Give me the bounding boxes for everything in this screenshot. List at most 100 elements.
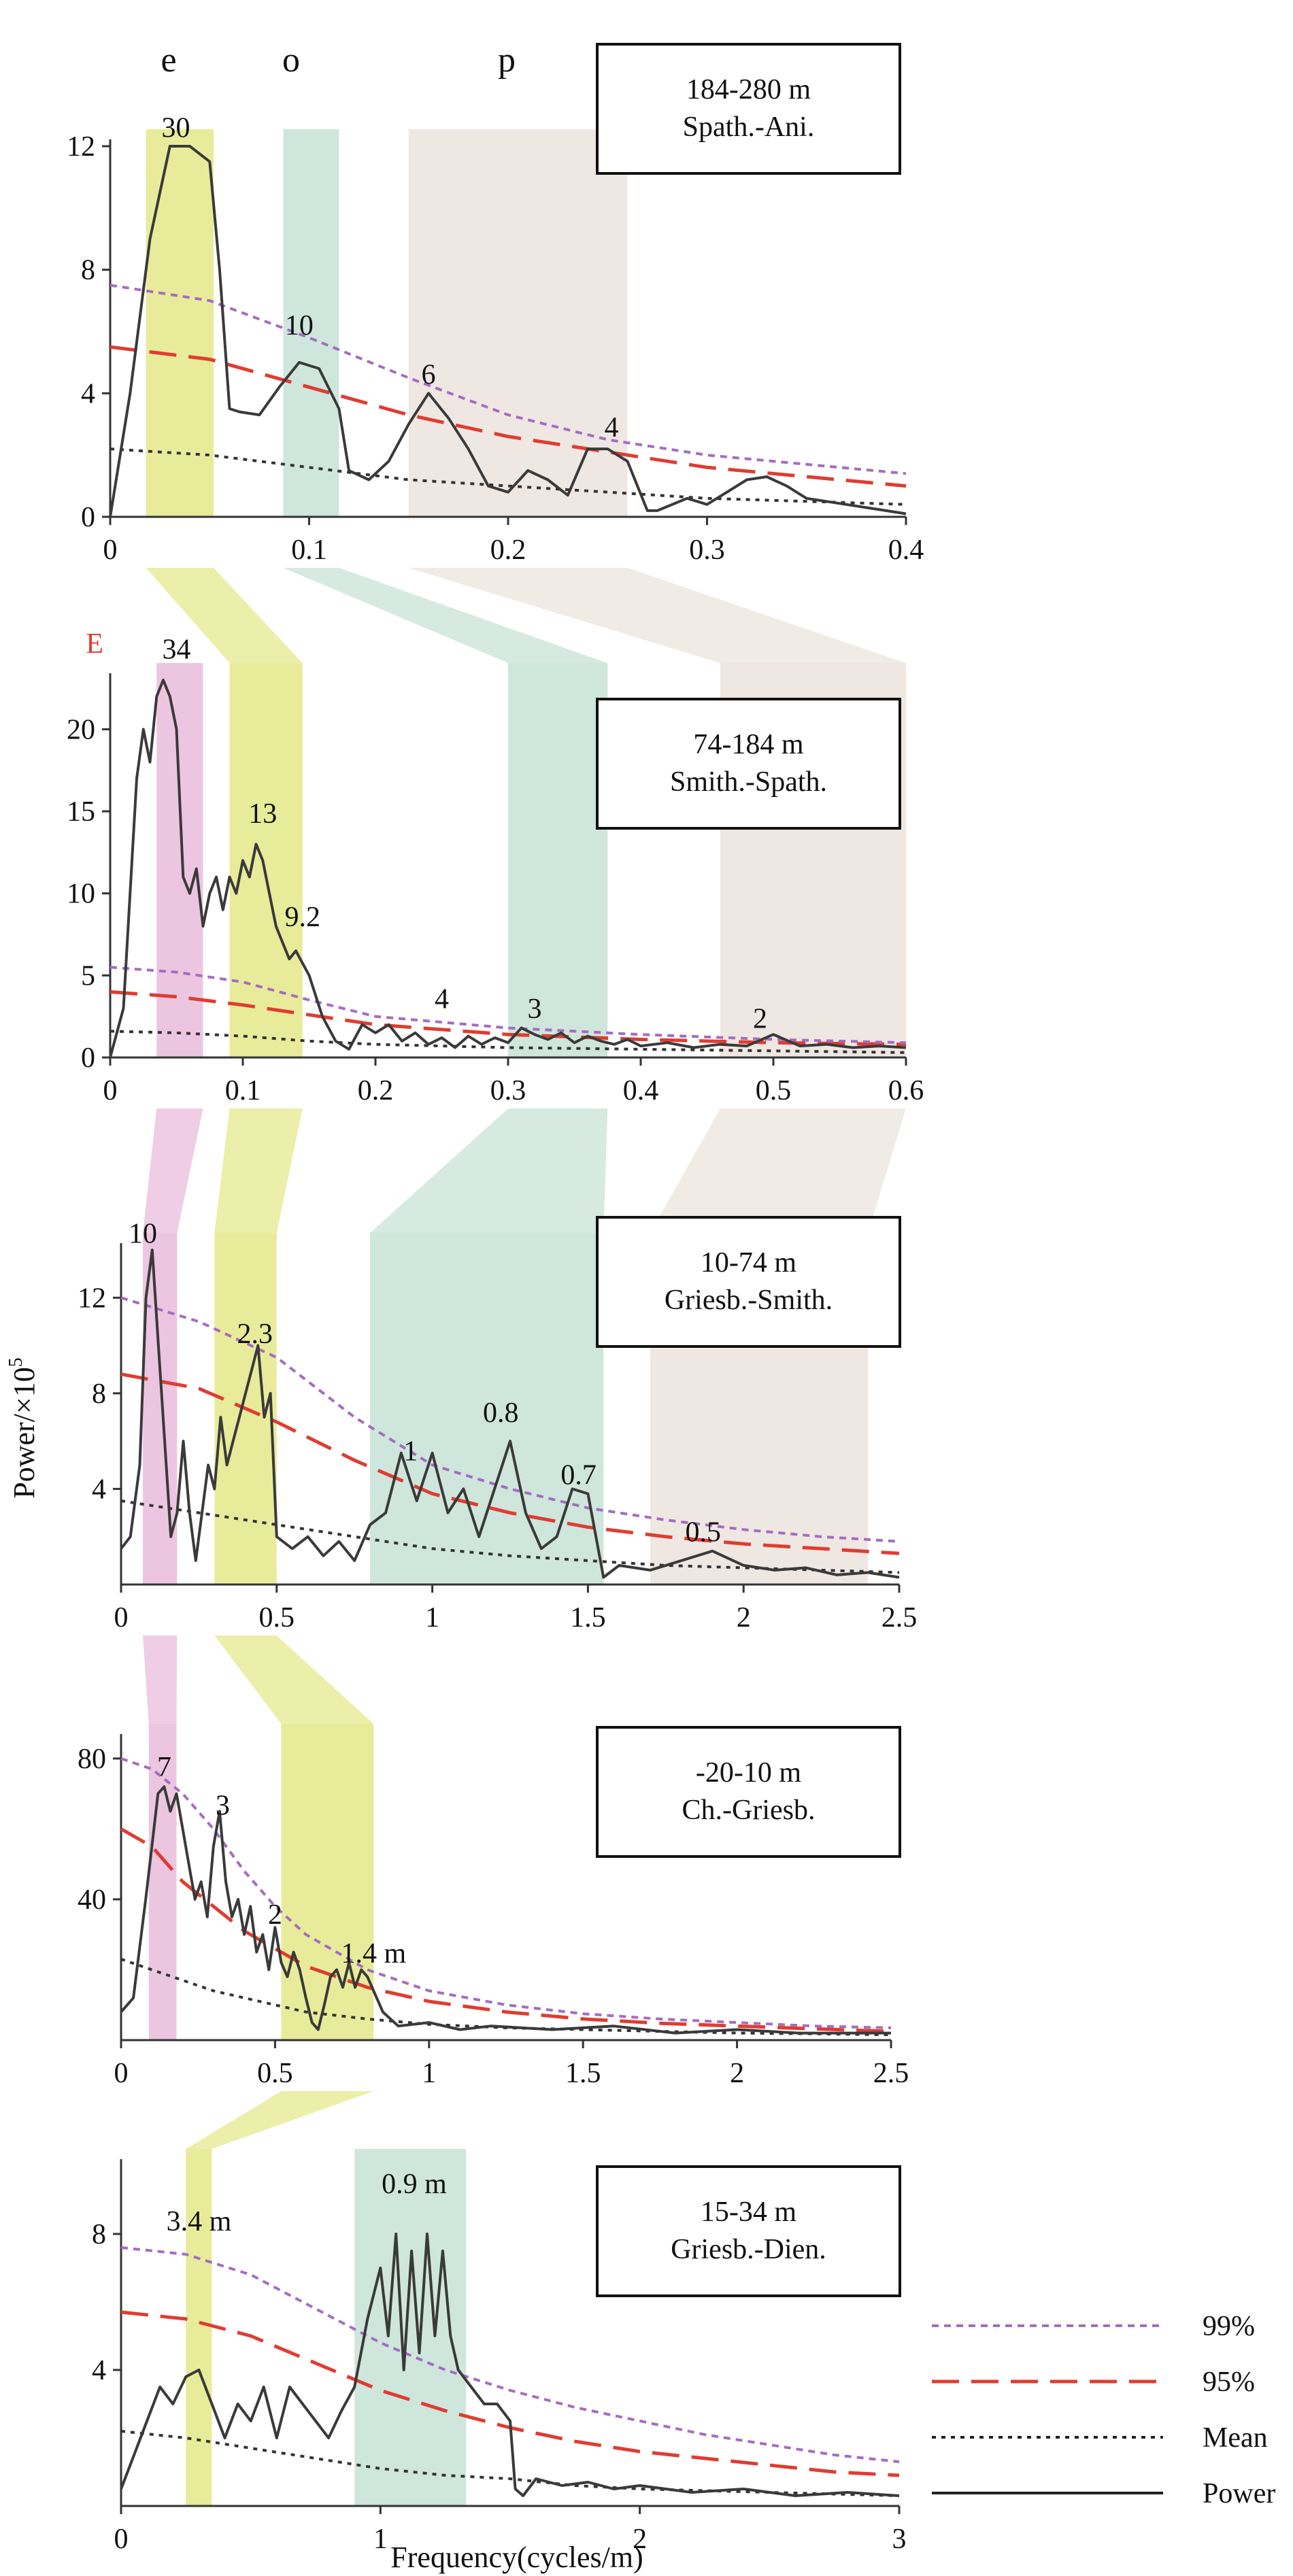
x-tick-label: 2.5 (873, 2058, 909, 2089)
x-tick-label: 0 (103, 1075, 118, 1106)
x-tick-label: 0.3 (689, 535, 725, 566)
interval-stage-label: Spath.-Ani. (683, 112, 815, 143)
series-p95-line (110, 345, 907, 488)
y-tick-label: 0 (81, 502, 95, 533)
interval-stage-label: Griesb.-Dien. (671, 2234, 826, 2265)
chart-panel-5: 0 1 2 3 4 8 3.4 m 0.9 m 15-34 m Griesb.-Dien. (92, 2149, 907, 2555)
interval-box (596, 43, 901, 175)
x-tick-label: 0.1 (291, 535, 327, 566)
series-p99-line (110, 966, 907, 1045)
x-tick-label: 2 (730, 2058, 744, 2089)
interval-depth-label: 10-74 m (701, 1247, 796, 1278)
peak-label: 0.7 (560, 1459, 597, 1491)
peak-label: 2 (753, 1004, 767, 1035)
interval-stage-label: Griesb.-Smith. (665, 1285, 833, 1316)
band-beige (408, 129, 628, 517)
x-tick-label: 2 (633, 2524, 647, 2555)
y-tick-label: 8 (92, 1378, 106, 1410)
x-tick-label: 0 (114, 2058, 129, 2089)
x-tick-label: 0.3 (490, 1075, 526, 1106)
x-tick-label: 0.5 (259, 1602, 295, 1633)
y-axis-label: Power/×105 (5, 1357, 41, 1498)
x-tick-label: 1.5 (570, 1602, 606, 1633)
period-marker-label: E (86, 628, 103, 660)
peak-label: 2.3 (237, 1319, 273, 1350)
x-tick-label: 0 (114, 1602, 129, 1633)
band-yellow (186, 2149, 212, 2506)
peak-label: 9.2 (285, 902, 321, 933)
interval-depth-label: 184-280 m (686, 74, 811, 105)
x-tick-label: 1 (422, 2058, 436, 2089)
y-tick-label: 12 (78, 1283, 106, 1314)
series-p95-line (120, 1827, 892, 2033)
peak-label: 0.9 m (382, 2169, 447, 2200)
interval-depth-label: 74-184 m (693, 729, 803, 760)
series-power-line (120, 1785, 891, 2035)
peak-label: 10 (129, 1218, 157, 1249)
band-connector-yellow (214, 1108, 303, 1233)
y-tick-label: 8 (81, 255, 95, 286)
interval-stage-label: Smith.-Spath. (670, 766, 827, 798)
x-tick-label: 0.4 (888, 535, 924, 566)
y-tick-label: 5 (81, 960, 95, 992)
interval-box (596, 2165, 901, 2297)
y-tick-label: 10 (67, 879, 95, 910)
band-connector-pink (143, 1636, 178, 1724)
chart-panel-3: 0 0.5 1 1.5 2 2.5 4 8 12 10 2.3 1 0.8 0.7 0.5 10-74 m Gr… (78, 1216, 917, 1633)
period-letters: e o p (161, 41, 516, 80)
chart-panel-4: 0 0.5 1 1.5 2 2.5 40 80 7 3 2 1.4 m -20-10 m Ch.-Grie… (78, 1724, 909, 2089)
x-tick-label: 0 (103, 535, 118, 566)
period-letter-p: p (498, 41, 516, 80)
series-power-line (109, 679, 907, 1058)
interval-stage-label: Ch.-Griesb. (682, 1795, 816, 1826)
x-tick-label: 0.6 (888, 1075, 924, 1106)
x-tick-label: 1.5 (565, 2058, 601, 2089)
series-mean-line (110, 1030, 907, 1054)
band-yellow (146, 129, 214, 517)
series-mean-line (120, 1958, 892, 2037)
band-yellow (229, 663, 303, 1057)
series-power-line (109, 145, 907, 518)
interval-depth-label: 15-34 m (701, 2197, 796, 2228)
band-connector-teal (370, 1108, 608, 1233)
band-connectors (143, 568, 906, 2149)
x-tick-label: 0.4 (623, 1075, 659, 1106)
y-tick-label: 20 (67, 714, 95, 745)
interval-box (596, 1726, 901, 1858)
peak-label: 30 (162, 112, 190, 143)
x-tick-label: 0.1 (225, 1075, 261, 1106)
series-p99-line (120, 1757, 892, 2029)
peak-label: 4 (435, 984, 449, 1015)
peak-label: 10 (285, 310, 314, 341)
peak-label: 6 (422, 360, 436, 391)
chart-panel-2: 0 0.1 0.2 0.3 0.4 0.5 0.6 0 5 10 15 20 34 13 9.2 4 3 2 E 74… (67, 628, 924, 1106)
band-connector-yellow (214, 1636, 374, 1724)
series-p95-line (120, 2310, 900, 2477)
y-tick-label: 0 (81, 1043, 95, 1074)
x-tick-label: 2 (737, 1602, 751, 1633)
x-axis-label: Frequency(cycles/m) (390, 2541, 643, 2574)
x-tick-label: 1 (425, 1602, 439, 1633)
series-p99-line (110, 284, 907, 475)
band-pink (148, 1724, 177, 2040)
y-axis-label-text: Power/×10 (7, 1367, 41, 1498)
y-tick-label: 80 (78, 1744, 106, 1775)
y-tick-label: 4 (92, 2355, 106, 2386)
legend-label: Power (1203, 2478, 1275, 2509)
series-power-line (120, 2233, 900, 2497)
legend-label: Mean (1203, 2422, 1268, 2454)
peak-label: 2 (268, 1899, 282, 1931)
interval-depth-label: -20-10 m (696, 1757, 801, 1789)
legend-label: 95% (1203, 2367, 1255, 2398)
y-tick-label: 4 (92, 1474, 106, 1505)
interval-box (596, 698, 901, 830)
peak-label: 3.4 m (167, 2206, 232, 2237)
period-letter-e: e (161, 41, 176, 80)
peak-label: 34 (163, 634, 191, 666)
x-tick-label: 0.5 (257, 2058, 293, 2089)
legend-label: 99% (1203, 2311, 1255, 2342)
band-connector-yellow (146, 568, 303, 663)
band-connector-teal (283, 568, 608, 663)
series-p95-line (120, 1372, 900, 1555)
